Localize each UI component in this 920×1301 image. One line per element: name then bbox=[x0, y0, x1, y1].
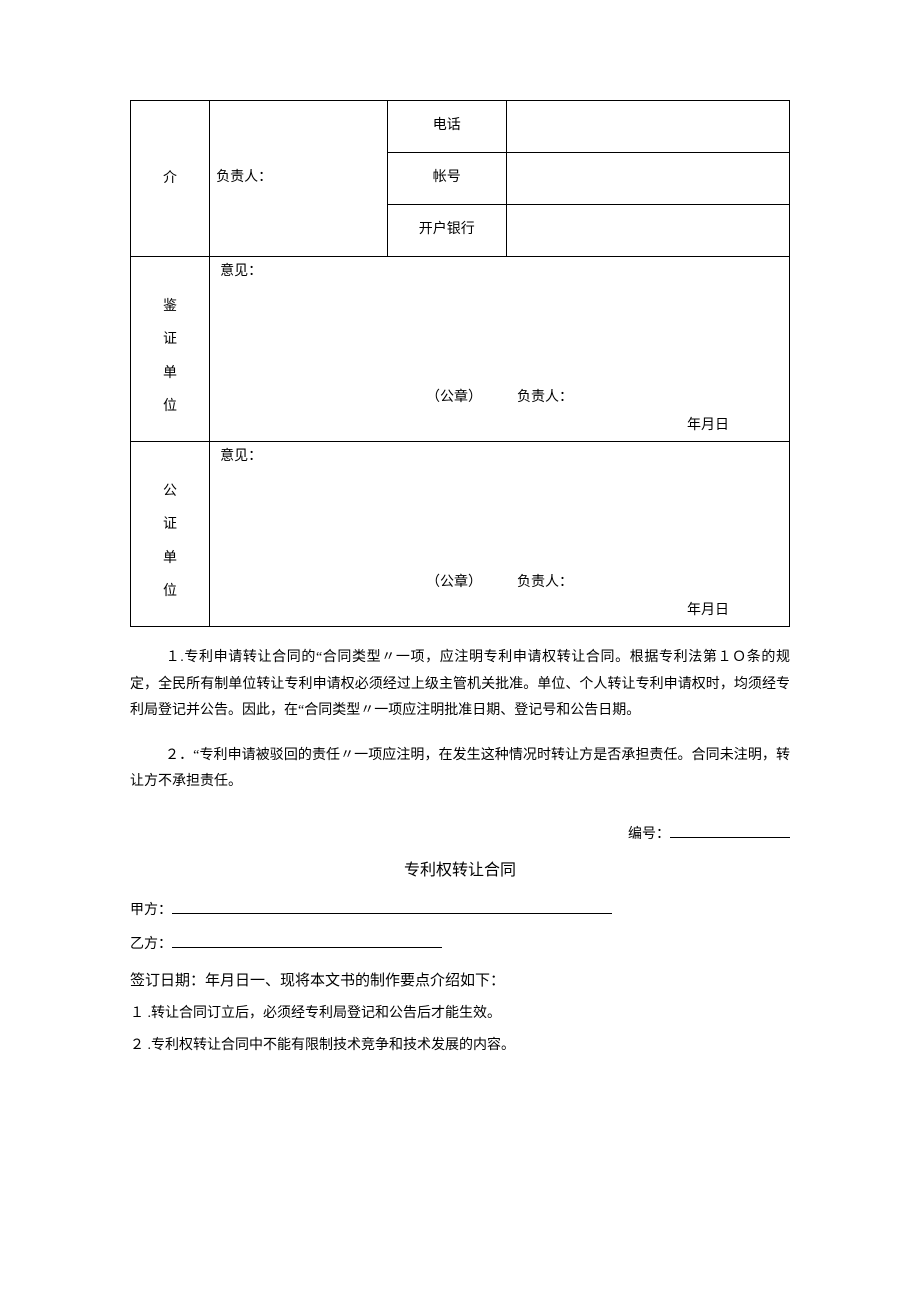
document-page: 介 负责人： 电话 帐号 开户银行 bbox=[0, 0, 920, 1128]
label-gongzheng: 公 证 单 位 bbox=[163, 484, 177, 600]
label-seal-line-2: （公章） 负责人： bbox=[210, 572, 789, 594]
contract-title: 专利权转让合同 bbox=[130, 858, 790, 884]
cell-gongzheng-side: 公 证 单 位 bbox=[131, 442, 210, 627]
cell-bank-label: 开户银行 bbox=[388, 205, 507, 257]
cell-phone-label: 电话 bbox=[388, 101, 507, 153]
party-a-label: 甲方： bbox=[130, 903, 172, 918]
cell-jianzheng-opinion[interactable]: 意见： （公章） 负责人： 年月日 bbox=[210, 257, 790, 442]
label-fuzeren: 负责人： bbox=[216, 170, 272, 185]
point-1: １ .转让合同订立后，必须经专利局登记和公告后才能生效。 bbox=[130, 1003, 790, 1025]
party-b-value-line[interactable] bbox=[172, 934, 442, 948]
cell-phone-value[interactable] bbox=[506, 101, 789, 153]
sign-date-line: 签订日期：年月日一、现将本文书的制作要点介绍如下： bbox=[130, 969, 790, 993]
label-bank: 开户银行 bbox=[419, 222, 475, 237]
label-date-1: 年月日 bbox=[687, 415, 729, 437]
note-2: ２．“专利申请被驳回的责任〃一项应注明，在发生这种情况时转让方是否承担责任。合同… bbox=[130, 743, 790, 796]
party-a-line: 甲方： bbox=[130, 900, 790, 922]
cell-fuzeren: 负责人： bbox=[210, 101, 388, 257]
label-account: 帐号 bbox=[433, 170, 461, 185]
label-jie: 介 bbox=[163, 171, 177, 186]
label-seal-line-1: （公章） 负责人： bbox=[210, 387, 789, 409]
label-opinion-1: 意见： bbox=[220, 261, 779, 283]
point-2: ２ .专利权转让合同中不能有限制技术竞争和技术发展的内容。 bbox=[130, 1035, 790, 1057]
cell-jie: 介 bbox=[131, 101, 210, 257]
cell-jianzheng-side: 鉴 证 单 位 bbox=[131, 257, 210, 442]
serial-value-line[interactable] bbox=[670, 824, 790, 838]
label-date-2: 年月日 bbox=[687, 600, 729, 622]
note-1: １.专利申请转让合同的“合同类型〃一项，应注明专利申请权转让合同。根据专利法第１… bbox=[130, 645, 790, 725]
cell-bank-value[interactable] bbox=[506, 205, 789, 257]
serial-row: 编号： bbox=[130, 824, 790, 846]
cell-account-value[interactable] bbox=[506, 153, 789, 205]
serial-label: 编号： bbox=[628, 827, 670, 842]
label-opinion-2: 意见： bbox=[220, 446, 779, 468]
form-table: 介 负责人： 电话 帐号 开户银行 bbox=[130, 100, 790, 627]
label-jianzheng: 鉴 证 单 位 bbox=[163, 299, 177, 415]
cell-account-label: 帐号 bbox=[388, 153, 507, 205]
party-b-label: 乙方： bbox=[130, 937, 172, 952]
label-phone: 电话 bbox=[433, 118, 461, 133]
note-1-text: １.专利申请转让合同的“合同类型〃一项，应注明专利申请权转让合同。根据专利法第１… bbox=[130, 650, 790, 718]
party-a-value-line[interactable] bbox=[172, 900, 612, 914]
cell-gongzheng-opinion[interactable]: 意见： （公章） 负责人： 年月日 bbox=[210, 442, 790, 627]
note-2-text: ２．“专利申请被驳回的责任〃一项应注明，在发生这种情况时转让方是否承担责任。合同… bbox=[130, 748, 790, 790]
party-b-line: 乙方： bbox=[130, 934, 790, 956]
